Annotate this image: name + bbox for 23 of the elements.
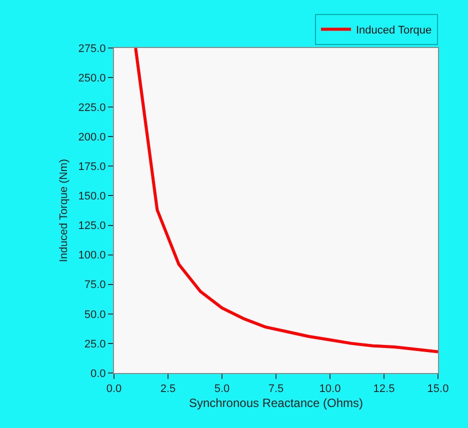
y-tick-label: 150.0 bbox=[78, 190, 106, 203]
y-tick-label: 0.0 bbox=[90, 368, 106, 380]
x-tick-label: 2.5 bbox=[160, 383, 176, 396]
y-axis-title: Induced Torque (Nm) bbox=[58, 158, 70, 262]
y-tick-label: 225.0 bbox=[78, 102, 106, 114]
line-series bbox=[134, 48, 438, 354]
y-tick-label: 200.0 bbox=[78, 131, 106, 144]
y-tick-label: 25.0 bbox=[84, 338, 106, 350]
y-tick-label: 275.0 bbox=[78, 42, 106, 55]
x-tick-label: 7.5 bbox=[268, 383, 284, 396]
x-tick-label: 0.0 bbox=[106, 383, 122, 396]
y-tick-label: 125.0 bbox=[78, 220, 106, 232]
y-tick-label: 175.0 bbox=[78, 161, 106, 174]
y-tick-label: 100.0 bbox=[78, 250, 106, 262]
x-tick-label: 12.5 bbox=[373, 383, 395, 396]
x-tick-label: 5.0 bbox=[214, 383, 230, 396]
y-tick-label: 75.0 bbox=[84, 279, 106, 292]
x-axis-title: Synchronous Reactance (Ohms) bbox=[188, 396, 364, 410]
x-tick-label: 10.0 bbox=[319, 383, 341, 396]
y-tick-label: 250.0 bbox=[78, 72, 106, 84]
x-tick-label: 15.0 bbox=[427, 383, 449, 396]
y-tick-label: 50.0 bbox=[84, 308, 106, 321]
legend-label: Induced Torque bbox=[356, 24, 432, 37]
